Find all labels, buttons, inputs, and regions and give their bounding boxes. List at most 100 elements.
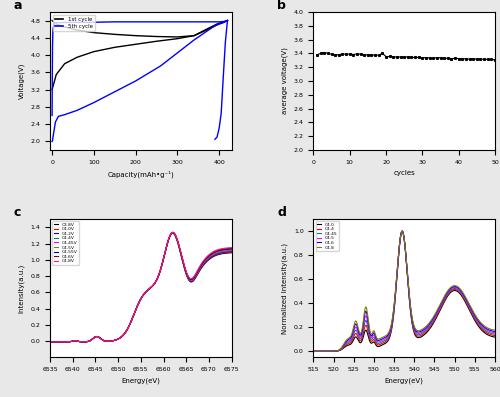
C4.2V bbox=[47, 339, 53, 344]
C4.5V bbox=[228, 247, 234, 252]
C4.45V bbox=[47, 339, 53, 344]
C4.0V bbox=[185, 276, 191, 281]
C4.6V bbox=[228, 246, 234, 251]
C4.5V bbox=[158, 268, 164, 273]
Legend: C3.8V, C4.0V, C4.2V, C4.4V, C4.45V, C4.5V, C4.55V, C4.6V, C4.8V: C3.8V, C4.0V, C4.2V, C4.4V, C4.45V, C4.5… bbox=[52, 222, 79, 264]
C4.6 bbox=[310, 349, 316, 354]
C4.8 bbox=[467, 303, 473, 308]
C3.8V bbox=[158, 268, 164, 273]
C4.8 bbox=[421, 326, 427, 331]
C3.8V bbox=[185, 276, 191, 281]
C4.45 bbox=[448, 287, 454, 292]
C4.2V bbox=[228, 249, 234, 254]
C4.4V bbox=[58, 339, 64, 344]
Line: C4.6: C4.6 bbox=[314, 231, 495, 351]
C4.4V bbox=[162, 247, 168, 252]
C4.6 bbox=[322, 349, 328, 354]
C4.2V bbox=[158, 268, 164, 273]
Line: C4.55V: C4.55V bbox=[50, 233, 232, 342]
X-axis label: Energy(eV): Energy(eV) bbox=[384, 378, 424, 384]
C4.45V bbox=[58, 339, 64, 344]
C4.6V bbox=[47, 339, 53, 344]
C4.5 bbox=[467, 305, 473, 310]
C4.4 bbox=[467, 308, 473, 312]
X-axis label: Capacity(mAh•g⁻¹): Capacity(mAh•g⁻¹) bbox=[108, 170, 174, 178]
C4.4 bbox=[310, 349, 316, 354]
C4.6 bbox=[426, 322, 432, 326]
C4.4 bbox=[400, 229, 406, 233]
Text: c: c bbox=[14, 206, 21, 220]
C4.0V bbox=[47, 339, 53, 344]
C4.0 bbox=[416, 335, 422, 340]
C4.8 bbox=[310, 349, 316, 354]
C4.55V bbox=[185, 274, 191, 279]
C3.8V bbox=[162, 248, 168, 252]
Line: C3.8V: C3.8V bbox=[50, 233, 232, 342]
C4.55V bbox=[228, 247, 234, 251]
C4.4V bbox=[185, 275, 191, 280]
C3.8V bbox=[228, 251, 234, 255]
C4.55V bbox=[170, 230, 176, 235]
C4.6V bbox=[204, 255, 210, 260]
Legend: 1st cycle, 5th cycle: 1st cycle, 5th cycle bbox=[53, 15, 95, 31]
C4.6 bbox=[467, 304, 473, 309]
Line: C4.6V: C4.6V bbox=[50, 232, 232, 342]
Text: b: b bbox=[277, 0, 286, 12]
C4.0V bbox=[162, 248, 168, 252]
C4.0V bbox=[58, 339, 64, 344]
C4.6V bbox=[185, 274, 191, 278]
Line: C4.8V: C4.8V bbox=[50, 232, 232, 342]
C4.5 bbox=[400, 229, 406, 233]
C4.4 bbox=[322, 349, 328, 354]
C4.8V bbox=[47, 339, 53, 344]
C3.8V bbox=[204, 259, 210, 264]
Y-axis label: average voltage(V): average voltage(V) bbox=[282, 48, 288, 114]
C3.8V bbox=[170, 231, 176, 235]
C4.45 bbox=[492, 332, 498, 337]
Y-axis label: Voltage(V): Voltage(V) bbox=[18, 63, 25, 99]
C4.5 bbox=[426, 323, 432, 328]
C4.0V bbox=[158, 268, 164, 273]
Line: C4.45V: C4.45V bbox=[50, 233, 232, 342]
C4.6V bbox=[170, 230, 176, 235]
C4.4V bbox=[152, 280, 158, 285]
Line: C4.4: C4.4 bbox=[314, 231, 495, 351]
C4.2V bbox=[204, 258, 210, 263]
C4.45V bbox=[228, 248, 234, 252]
Legend: C4.0, C4.4, C4.45, C4.5, C4.6, C4.8: C4.0, C4.4, C4.45, C4.5, C4.6, C4.8 bbox=[316, 222, 339, 251]
C4.8V bbox=[162, 247, 168, 252]
C4.5 bbox=[448, 286, 454, 291]
C4.5V bbox=[152, 279, 158, 284]
C4.0 bbox=[400, 229, 406, 233]
C4.45V bbox=[170, 230, 176, 235]
C4.55V bbox=[47, 339, 53, 344]
C4.8V bbox=[152, 279, 158, 284]
C4.8V bbox=[170, 230, 176, 235]
C4.4 bbox=[492, 333, 498, 338]
C4.0V bbox=[152, 280, 158, 285]
Y-axis label: Intensity(a.u.): Intensity(a.u.) bbox=[18, 264, 25, 313]
C4.5 bbox=[322, 349, 328, 354]
C4.2V bbox=[162, 247, 168, 252]
C4.2V bbox=[152, 280, 158, 285]
C4.6 bbox=[492, 329, 498, 334]
C4.4 bbox=[421, 331, 427, 336]
C3.8V bbox=[58, 339, 64, 344]
X-axis label: cycles: cycles bbox=[394, 170, 415, 176]
Line: C4.0V: C4.0V bbox=[50, 233, 232, 342]
C4.5V bbox=[47, 339, 53, 344]
C4.4V bbox=[170, 231, 176, 235]
Line: C4.0: C4.0 bbox=[314, 231, 495, 351]
C4.5V bbox=[162, 247, 168, 252]
C4.45 bbox=[426, 324, 432, 329]
Text: a: a bbox=[14, 0, 22, 12]
Line: C4.45: C4.45 bbox=[314, 231, 495, 351]
C4.5V bbox=[204, 256, 210, 261]
C4.55V bbox=[152, 279, 158, 284]
C4.8V bbox=[158, 268, 164, 273]
C4.6 bbox=[421, 327, 427, 332]
C4.8 bbox=[448, 285, 454, 289]
C4.6V bbox=[162, 247, 168, 252]
C4.0 bbox=[322, 349, 328, 354]
C4.5 bbox=[492, 331, 498, 335]
